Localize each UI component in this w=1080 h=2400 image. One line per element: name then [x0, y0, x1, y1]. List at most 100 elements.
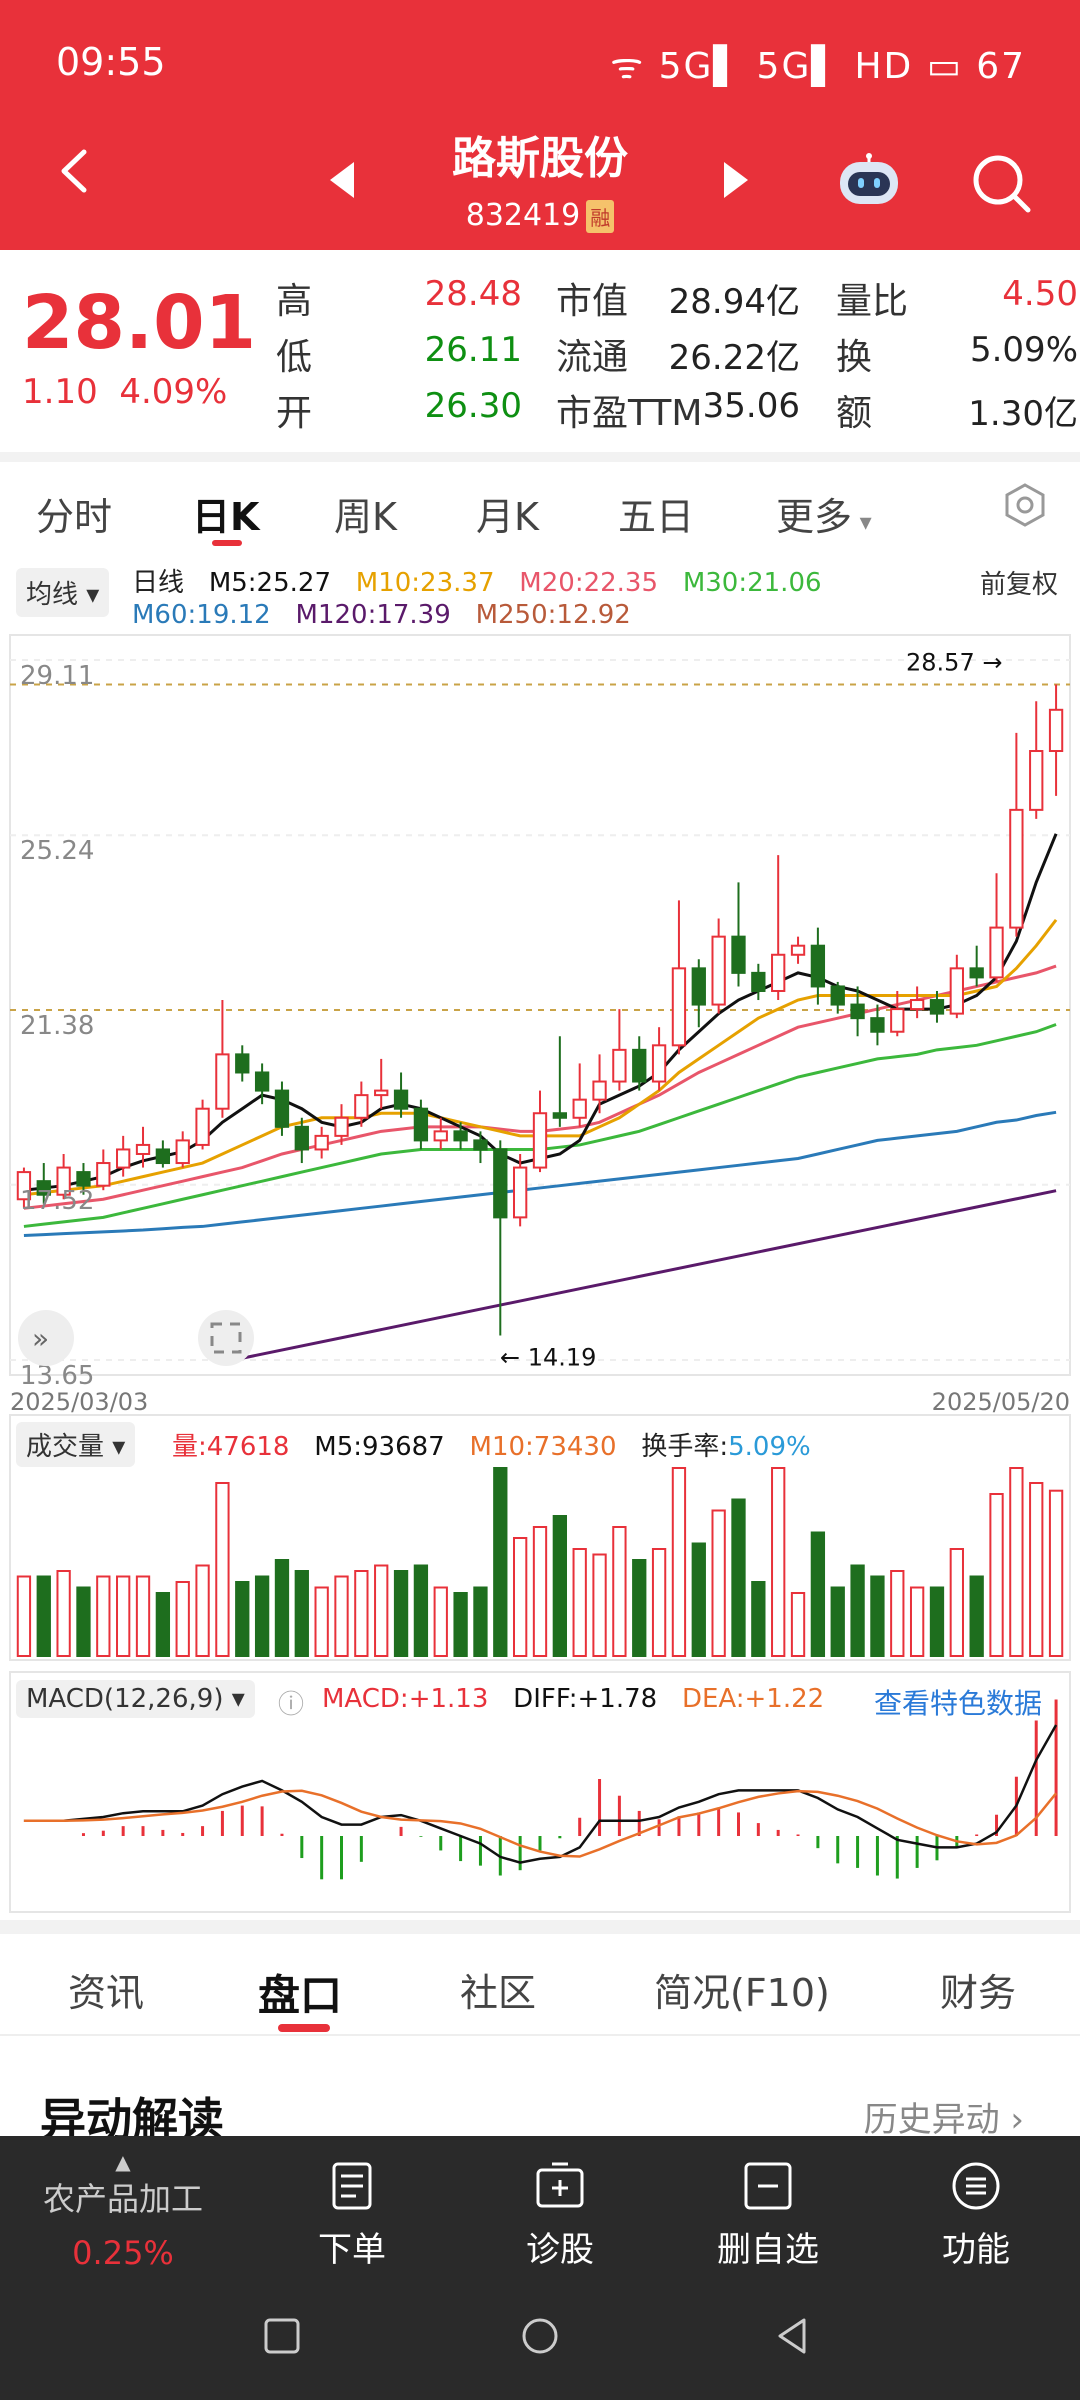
- search-icon[interactable]: [970, 152, 1032, 214]
- history-anomaly-link[interactable]: 历史异动 ›: [863, 2100, 1024, 2140]
- system-back-icon[interactable]: [772, 2316, 812, 2356]
- volume-bar: [691, 1542, 706, 1657]
- min-price-label: ← 14.19: [500, 1344, 596, 1372]
- volume-bar: [135, 1575, 151, 1657]
- volume-bar: [572, 1548, 587, 1657]
- indicator-selector[interactable]: 均线 ▾: [16, 568, 110, 617]
- tab-community[interactable]: 社区: [460, 1971, 537, 2015]
- volume-bar: [870, 1575, 885, 1657]
- candle-body: [135, 1143, 151, 1155]
- dea-line: [23, 1789, 1058, 1858]
- candle-body: [771, 953, 786, 992]
- settings-hexagon-icon[interactable]: [1002, 482, 1048, 528]
- volume-selector[interactable]: 成交量 ▾: [16, 1422, 136, 1467]
- functions-label: 功能: [942, 2230, 1010, 2270]
- volume-bar: [552, 1515, 568, 1657]
- volume-bar: [989, 1493, 1004, 1657]
- tab-profile-f10[interactable]: 简况(F10): [654, 1971, 830, 2015]
- period-tabs: 分时 日K 周K 月K 五日 更多 ▾: [0, 470, 1080, 550]
- volume-bar: [215, 1482, 230, 1657]
- candle-body: [314, 1134, 329, 1151]
- fullscreen-icon: [210, 1322, 242, 1354]
- candle-body: [294, 1125, 309, 1151]
- ma20-label: M20:22.35: [519, 568, 659, 598]
- change-value: 1.10: [22, 372, 98, 412]
- chevron-up-icon: ▲: [115, 2150, 131, 2174]
- market-cap-label: 市值: [556, 281, 629, 322]
- order-label: 下单: [318, 2230, 386, 2270]
- volume-ratio-label: 量比: [836, 281, 909, 322]
- volume-bar: [771, 1467, 786, 1657]
- chart-grid: [9, 634, 1071, 1376]
- sector-widget[interactable]: ▲ 农产品加工 0.25%: [28, 2150, 218, 2272]
- signal-icon: 5G▌ 5G▌ HD: [658, 46, 927, 87]
- tab-news[interactable]: 资讯: [68, 1971, 145, 2015]
- volume-bar: [632, 1559, 647, 1657]
- volume-bar: [909, 1586, 925, 1657]
- diff-line: [23, 1724, 1058, 1864]
- volume-bar: [493, 1467, 508, 1657]
- volume-bar: [850, 1564, 865, 1657]
- tab-intraday[interactable]: 分时: [36, 495, 113, 539]
- candle-body: [929, 999, 945, 1015]
- remove-watchlist-label: 删自选: [717, 2230, 819, 2270]
- ma5-label: M5:25.27: [208, 568, 331, 598]
- adjust-mode[interactable]: 前复权: [980, 570, 1059, 600]
- detail-tabs: 资讯 盘口 社区 简况(F10) 财务: [0, 1940, 1080, 2040]
- tab-daily-k[interactable]: 日K: [192, 495, 260, 539]
- functions-button[interactable]: 功能: [906, 2160, 1046, 2271]
- help-icon[interactable]: ⓘ: [278, 1690, 305, 1720]
- turnover-value: 5.09%: [969, 330, 1078, 370]
- order-button[interactable]: 下单: [282, 2160, 422, 2271]
- kline-chart[interactable]: 29.11 25.24 21.38 17.52 13.65 28.57 → ← 14.19 2…: [0, 630, 1080, 1920]
- ma120-line: [222, 1189, 1057, 1364]
- diff-value: DIFF:+1.78: [513, 1684, 658, 1714]
- ma60-label: M60:19.12: [132, 600, 271, 630]
- macd-selector[interactable]: MACD(12,26,9) ▾: [16, 1680, 255, 1718]
- tab-five-day[interactable]: 五日: [618, 495, 695, 539]
- candle-body: [671, 967, 687, 1047]
- candle-body: [810, 944, 826, 988]
- diagnose-button[interactable]: 诊股: [490, 2160, 630, 2271]
- pe-ttm-value: 35.06: [702, 386, 800, 426]
- volume-bar: [56, 1570, 71, 1657]
- stock-code-text: 832419: [465, 198, 581, 233]
- volume-bar: [532, 1526, 548, 1657]
- candle-body: [274, 1089, 290, 1128]
- prev-stock-icon[interactable]: [330, 162, 354, 198]
- low-value: 26.11: [424, 330, 522, 370]
- volume-bar: [929, 1586, 945, 1657]
- tab-divider: [0, 2034, 1080, 2036]
- robot-assistant-icon[interactable]: [836, 152, 902, 208]
- ma250-label: M250:12.92: [475, 600, 631, 630]
- macd-frame: [9, 1671, 1071, 1913]
- candle-body: [175, 1139, 190, 1165]
- tab-weekly-k[interactable]: 周K: [334, 495, 397, 539]
- candle-body: [195, 1107, 210, 1146]
- candle-body: [56, 1166, 71, 1196]
- tab-order-book[interactable]: 盘口: [258, 1971, 343, 2020]
- tab-monthly-k[interactable]: 月K: [476, 495, 539, 539]
- tab-finance[interactable]: 财务: [940, 1971, 1017, 2015]
- recent-apps-icon[interactable]: [262, 2316, 302, 2356]
- ma-legend-row2: M60:19.12 M120:17.39 M250:12.92: [132, 600, 631, 630]
- diagnose-label: 诊股: [526, 2230, 594, 2270]
- indicator-selector-label: 均线: [26, 580, 79, 610]
- tab-more[interactable]: 更多 ▾: [776, 486, 872, 541]
- volume-bar: [175, 1581, 190, 1657]
- home-icon[interactable]: [520, 2316, 560, 2356]
- max-price-label: 28.57 →: [906, 648, 1002, 676]
- next-stock-icon[interactable]: [724, 162, 748, 198]
- candle-body: [572, 1098, 587, 1119]
- back-icon[interactable]: [52, 148, 98, 194]
- chart-labels: 29.11 25.24 21.38 17.52 13.65 28.57 → ← 14.19 2…: [10, 648, 1070, 1416]
- status-time: 09:55: [56, 40, 166, 84]
- volume-bar: [36, 1575, 51, 1657]
- view-feature-data-link[interactable]: 查看特色数据: [874, 1687, 1043, 1720]
- sector-name: 农产品加工: [42, 2180, 203, 2218]
- volume-bar: [433, 1586, 448, 1657]
- volume-bar: [473, 1586, 488, 1657]
- candle-body: [552, 1112, 568, 1119]
- volume-bar: [1048, 1489, 1064, 1657]
- remove-watchlist-button[interactable]: 删自选: [698, 2160, 838, 2271]
